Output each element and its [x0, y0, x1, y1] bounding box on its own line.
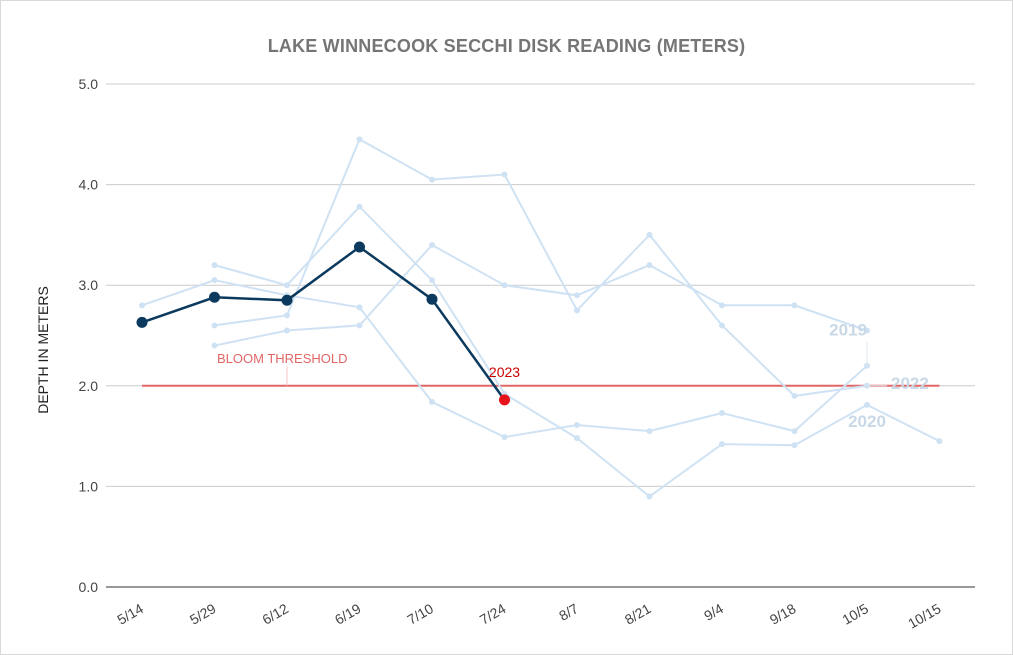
data-point-2023: [499, 394, 510, 406]
y-tick-label: 4.0: [79, 177, 99, 193]
data-point-2019: [356, 304, 363, 311]
x-tick-label: 9/4: [701, 600, 726, 624]
data-point-2019: [646, 428, 653, 435]
data-point-2020: [429, 277, 435, 284]
x-tick-label: 10/5: [839, 600, 871, 628]
data-point-2022: [356, 136, 363, 143]
data-point-2022: [719, 322, 725, 329]
series-label-2022: 2022: [891, 374, 929, 393]
x-tick-labels: 5/14 5/29 6/12 6/19 7/10 7/24 8/7 8/21 9/4 9/18 10…: [114, 600, 943, 631]
series-lines: [141, 137, 940, 498]
data-point-2019: [429, 398, 435, 405]
data-point-2019: [574, 422, 580, 429]
data-point-2021: [356, 322, 363, 329]
data-point-2023: [426, 293, 438, 305]
data-point-2020: [936, 438, 943, 445]
data-point-2021: [211, 342, 218, 349]
chart-title: LAKE WINNECOOK SECCHI DISK READING (METE…: [267, 36, 746, 56]
x-tick-label: 6/19: [332, 600, 364, 628]
threshold-label: BLOOM THRESHOLD: [217, 351, 348, 366]
data-point-2021: [284, 327, 290, 334]
data-point-2022: [646, 231, 653, 238]
data-point-2021: [501, 282, 508, 289]
data-point-2021: [719, 302, 725, 309]
series-label-2023: 2023: [489, 364, 520, 380]
y-tick-label: 0.0: [79, 579, 99, 595]
data-point-2023: [281, 294, 293, 306]
data-point-2019: [791, 428, 798, 435]
x-tick-label: 8/21: [622, 600, 654, 628]
data-point-2019: [501, 434, 508, 441]
data-point-2022: [574, 307, 580, 314]
series-label-2020: 2020: [848, 412, 886, 431]
y-tick-label: 5.0: [79, 76, 99, 92]
data-point-2020: [719, 441, 725, 448]
data-point-2019: [139, 302, 145, 309]
x-tick-label: 9/18: [767, 600, 799, 628]
y-tick-label: 2.0: [79, 378, 99, 394]
x-tick-label: 6/12: [259, 600, 291, 628]
series-points: [136, 136, 943, 500]
x-tick-label: 5/29: [187, 600, 219, 628]
x-tick-label: 8/7: [556, 600, 581, 624]
series-line-2023: [141, 245, 506, 401]
data-point-2020: [864, 401, 870, 408]
data-point-2020: [284, 282, 290, 289]
series-line-2022: [214, 137, 868, 397]
x-tick-label: 10/15: [905, 600, 944, 631]
data-point-2020: [211, 262, 218, 269]
y-tick-label: 3.0: [79, 277, 99, 293]
data-point-2021: [574, 292, 580, 299]
data-point-2022: [211, 322, 218, 329]
data-point-2020: [646, 493, 653, 500]
y-tick-label: 1.0: [79, 478, 99, 494]
x-tick-label: 5/14: [114, 600, 146, 628]
y-axis-label: DEPTH IN METERS: [35, 286, 51, 414]
x-tick-label: 7/10: [404, 600, 436, 628]
series-labels: 2019 2022 2020 2023: [489, 321, 929, 431]
series-label-2019: 2019: [829, 321, 867, 340]
data-point-2021: [429, 241, 435, 248]
data-point-2020: [791, 442, 798, 449]
data-point-2019: [719, 409, 725, 416]
y-tick-labels: 0.0 1.0 2.0 3.0 4.0 5.0: [79, 76, 99, 595]
data-point-2020: [574, 435, 580, 442]
data-point-2023: [354, 241, 365, 253]
bloom-threshold: BLOOM THRESHOLD: [142, 351, 940, 387]
data-point-2022: [501, 171, 508, 178]
data-point-2022: [791, 392, 798, 399]
data-point-2023: [209, 291, 220, 303]
data-point-2019: [211, 277, 218, 284]
data-point-2021: [864, 327, 870, 334]
series-line-2021: [214, 243, 868, 347]
data-point-2021: [646, 262, 653, 269]
data-point-2023: [136, 316, 148, 328]
x-tick-label: 7/24: [477, 600, 509, 628]
data-point-2021: [791, 302, 798, 309]
data-point-2020: [356, 203, 363, 210]
data-point-2022: [284, 312, 290, 319]
data-point-2022: [429, 176, 435, 183]
